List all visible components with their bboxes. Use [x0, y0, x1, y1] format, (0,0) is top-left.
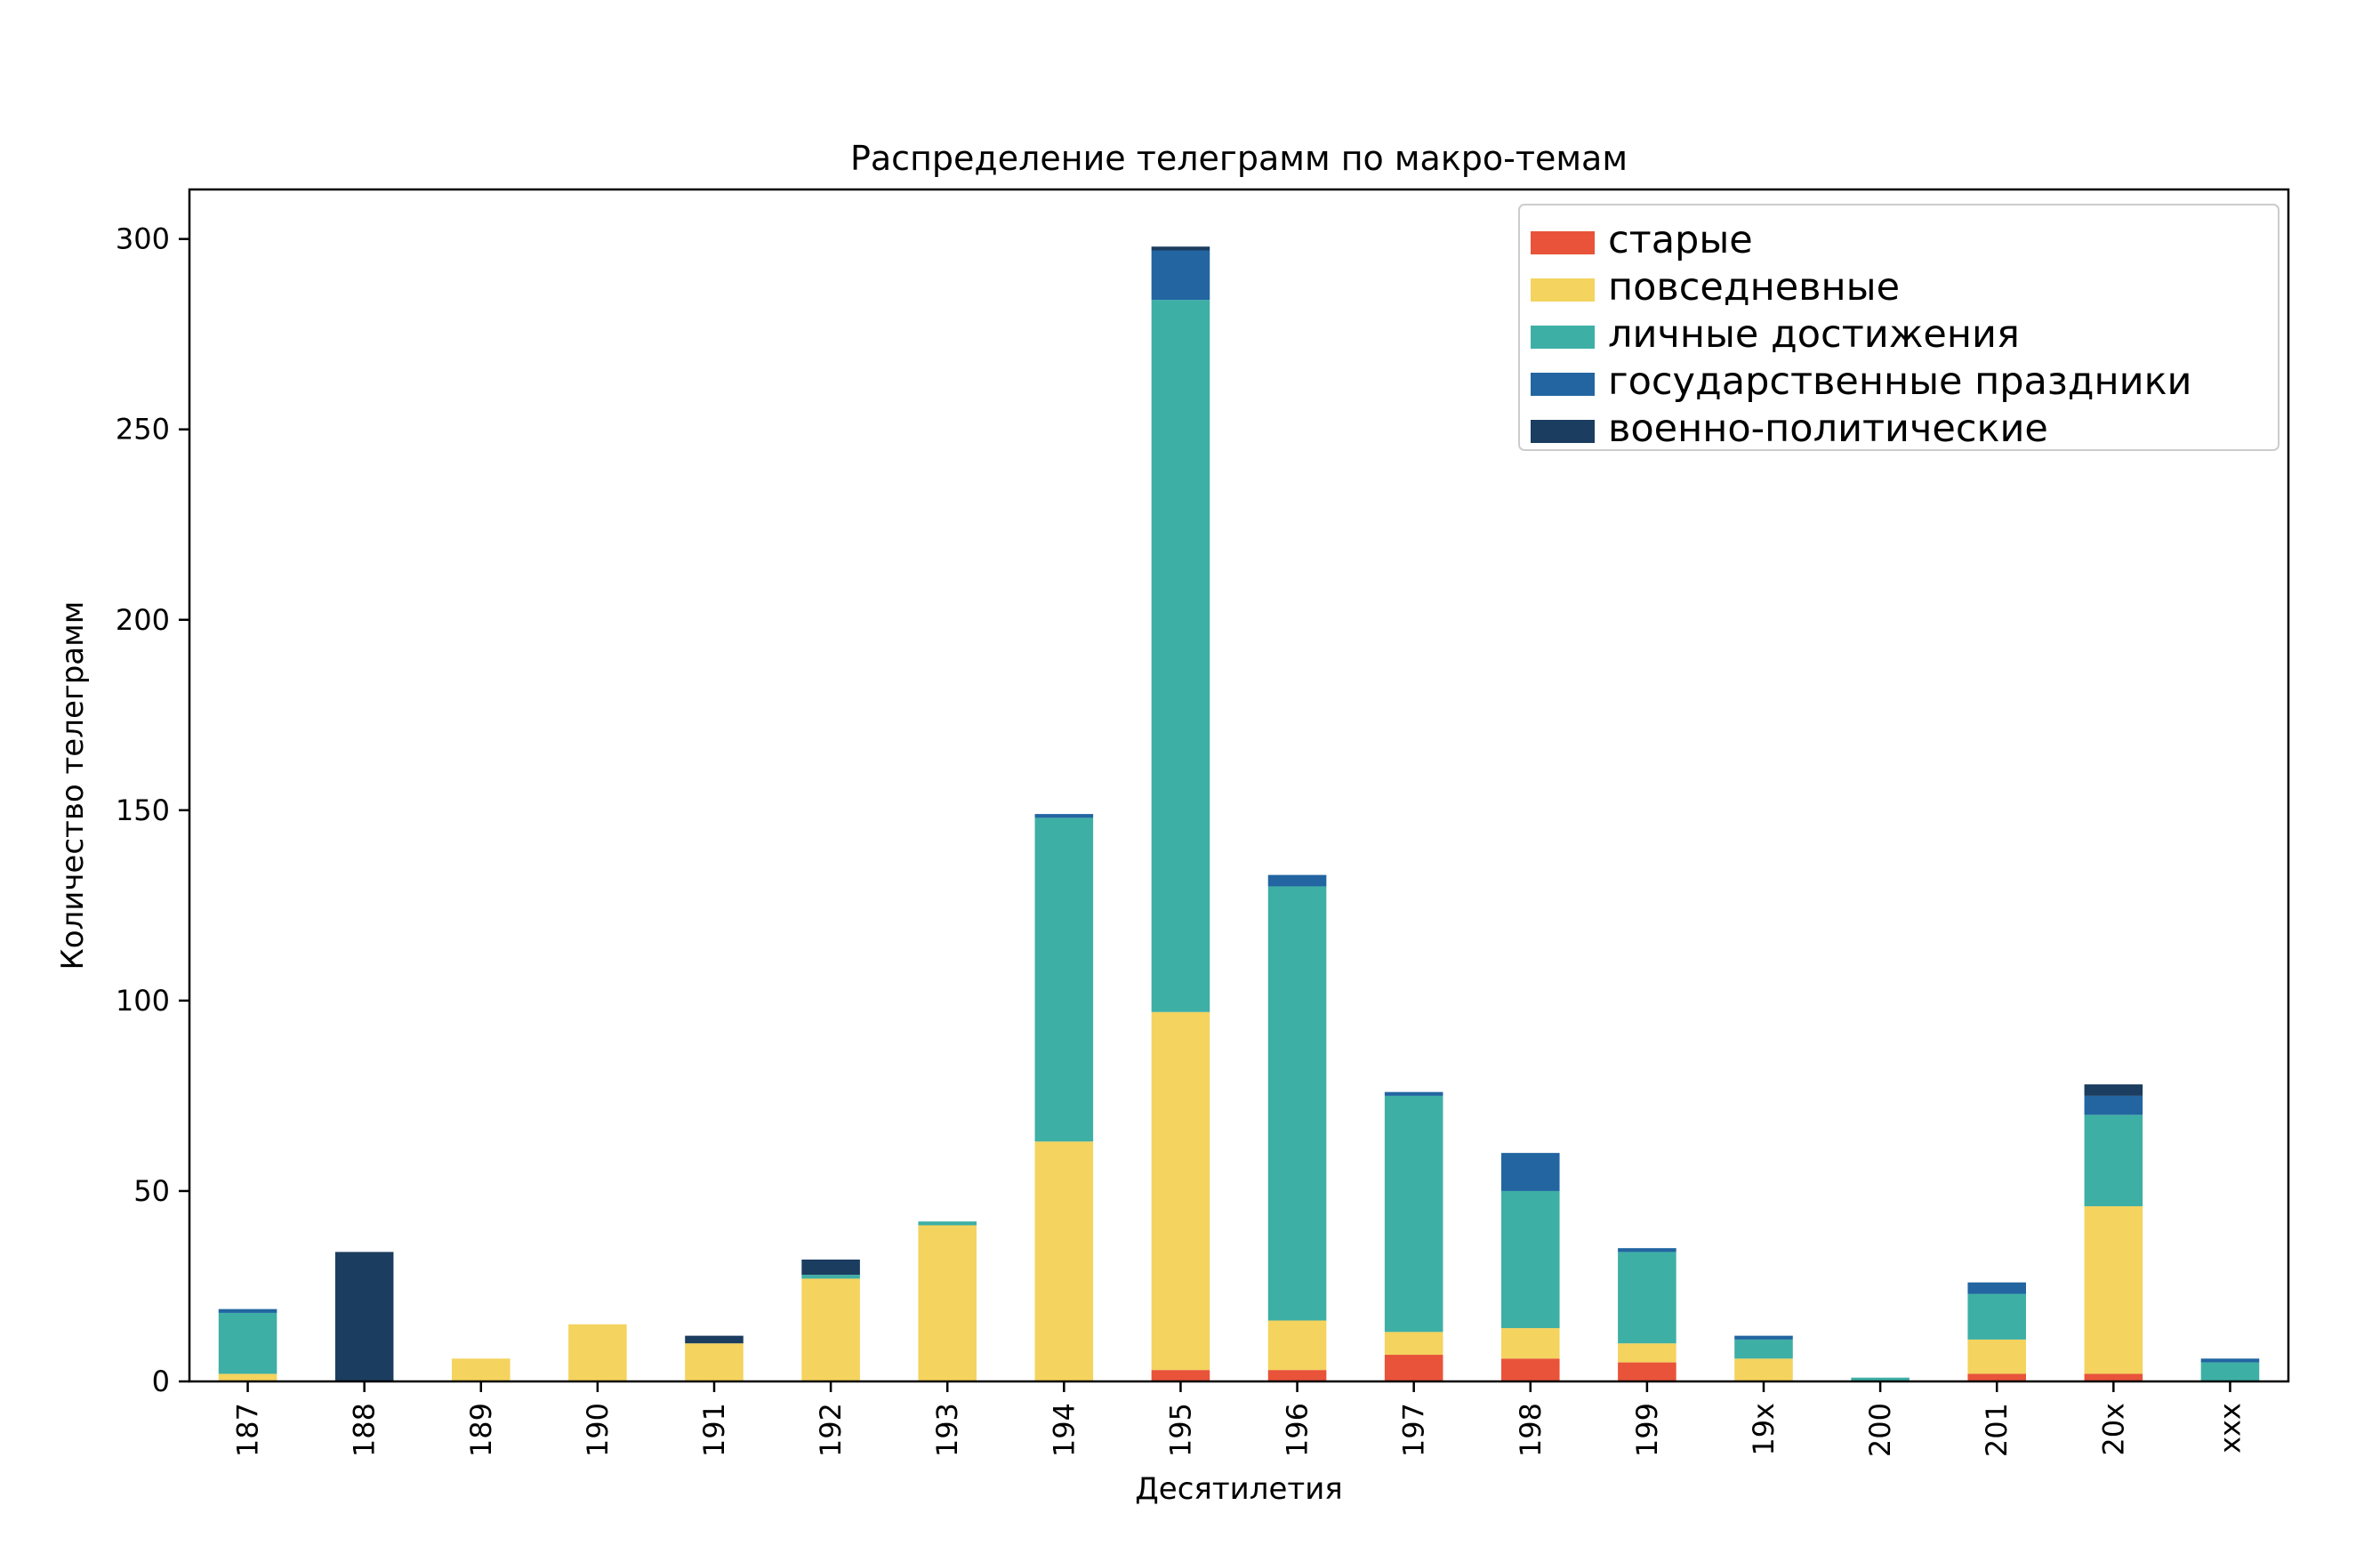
bar-198-series-2 [1501, 1190, 1560, 1329]
x-tick-label: 194 [1047, 1403, 1081, 1457]
bar-200-series-2 [1851, 1377, 1910, 1381]
legend-label: военно-политические [1608, 407, 2048, 451]
y-tick-label: 50 [133, 1174, 170, 1208]
x-tick-label: 191 [697, 1403, 731, 1457]
x-tick-label: 193 [930, 1403, 964, 1457]
bar-187-series-3 [218, 1308, 277, 1313]
bar-196-series-3 [1267, 874, 1327, 887]
legend-label: старые [1608, 218, 1753, 262]
y-tick-label: 0 [152, 1365, 170, 1398]
bar-201-series-0 [1967, 1373, 2026, 1381]
bar-189-series-1 [452, 1358, 511, 1381]
x-tick-label: 187 [231, 1403, 265, 1457]
bar-191-series-1 [685, 1343, 744, 1381]
chart-title: Распределение телеграмм по макро-темам [850, 139, 1628, 178]
bar-198-series-0 [1501, 1358, 1560, 1381]
bar-196-series-0 [1267, 1370, 1327, 1381]
bar-20x-series-2 [2084, 1115, 2143, 1207]
legend-label: повседневные [1608, 265, 1900, 310]
bar-188-series-4 [334, 1252, 394, 1381]
bar-195-series-2 [1151, 300, 1210, 1012]
x-tick-label: 201 [1980, 1403, 2014, 1457]
bar-194-series-3 [1034, 814, 1094, 818]
x-tick-label: 196 [1281, 1403, 1315, 1457]
bar-195-series-1 [1151, 1011, 1210, 1371]
bar-192-series-4 [801, 1260, 860, 1276]
bar-20x-series-0 [2084, 1373, 2143, 1381]
legend-label: государственные праздники [1608, 359, 2192, 404]
bar-198-series-1 [1501, 1328, 1560, 1359]
bar-19x-series-2 [1734, 1339, 1793, 1359]
bar-198-series-3 [1501, 1153, 1560, 1191]
bar-201-series-3 [1967, 1282, 2026, 1294]
x-tick-label: 19x [1747, 1403, 1781, 1456]
x-tick-label: 20x [2096, 1403, 2130, 1456]
bar-196-series-2 [1267, 886, 1327, 1321]
x-tick-label: 197 [1397, 1403, 1431, 1457]
bar-199-series-2 [1618, 1252, 1676, 1344]
bars [218, 246, 2260, 1381]
y-tick-label: 300 [116, 222, 170, 256]
x-tick-label: 195 [1163, 1403, 1197, 1457]
x-tick-label: xxx [2213, 1403, 2247, 1453]
bar-20x-series-3 [2084, 1095, 2143, 1115]
legend-label: личные достижения [1608, 312, 2020, 357]
legend-swatch [1531, 278, 1595, 302]
bar-199-series-0 [1618, 1362, 1676, 1381]
bar-195-series-4 [1151, 246, 1210, 251]
bar-193-series-1 [918, 1225, 977, 1381]
bar-196-series-1 [1267, 1320, 1327, 1371]
bar-197-series-0 [1384, 1355, 1443, 1381]
bar-190-series-1 [568, 1324, 627, 1381]
x-tick-label: 189 [464, 1403, 498, 1457]
bar-197-series-2 [1384, 1095, 1443, 1333]
x-axis: 187 188 189 190 191 192 193 194 195 196 197 198 199 1… [231, 1381, 2247, 1457]
bar-20x-series-4 [2084, 1084, 2143, 1096]
bar-19x-series-3 [1734, 1335, 1793, 1340]
bar-195-series-3 [1151, 250, 1210, 301]
bar-199-series-3 [1618, 1248, 1676, 1252]
x-tick-label: 192 [814, 1403, 848, 1457]
y-tick-label: 150 [116, 793, 170, 827]
bar-193-series-2 [918, 1221, 977, 1226]
legend-box [1518, 204, 2279, 451]
bar-xxx-series-2 [2200, 1362, 2260, 1381]
y-tick-label: 250 [116, 413, 170, 447]
x-tick-label: 190 [581, 1403, 615, 1457]
y-tick-label: 100 [116, 984, 170, 1018]
bar-194-series-2 [1034, 817, 1094, 1142]
x-tick-label: 200 [1863, 1403, 1897, 1457]
bar-187-series-1 [218, 1373, 277, 1381]
legend-swatch [1531, 326, 1595, 349]
legend-swatch [1531, 373, 1595, 396]
x-tick-label: 188 [348, 1403, 382, 1457]
y-tick-label: 200 [116, 603, 170, 637]
bar-192-series-2 [801, 1275, 860, 1279]
bar-19x-series-1 [1734, 1358, 1793, 1381]
bar-201-series-1 [1967, 1339, 2026, 1374]
x-tick-label: 198 [1514, 1403, 1548, 1457]
bar-xxx-series-3 [2200, 1358, 2260, 1363]
y-axis: 0 50 100 150 200 250 300 [116, 222, 189, 1398]
legend-swatch [1531, 420, 1595, 443]
x-tick-label: 199 [1630, 1403, 1664, 1457]
bar-197-series-1 [1384, 1332, 1443, 1356]
legend-swatch [1531, 231, 1595, 254]
bar-199-series-1 [1618, 1343, 1676, 1363]
plot-frame [188, 188, 2290, 1383]
x-axis-label: Десятилетия [1135, 1471, 1343, 1507]
bar-201-series-2 [1967, 1293, 2026, 1340]
bar-187-series-2 [218, 1312, 277, 1374]
y-axis-label: Количество телеграмм [55, 601, 91, 970]
bar-191-series-4 [685, 1335, 744, 1344]
bar-194-series-1 [1034, 1141, 1094, 1381]
bar-197-series-3 [1384, 1091, 1443, 1096]
bar-192-series-1 [801, 1278, 860, 1381]
bar-195-series-0 [1151, 1370, 1210, 1381]
bar-20x-series-1 [2084, 1206, 2143, 1374]
